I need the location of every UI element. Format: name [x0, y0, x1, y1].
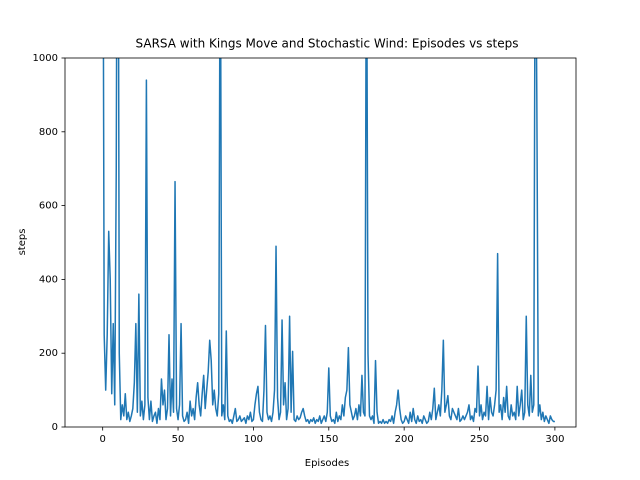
x-tick-label: 100	[244, 434, 263, 445]
plot-area	[102, 58, 555, 425]
x-tick-label: 200	[395, 434, 414, 445]
y-tick-label: 400	[39, 274, 58, 285]
x-tick-label: 300	[545, 434, 564, 445]
y-tick-label: 1000	[33, 53, 58, 64]
x-tick-label: 0	[99, 434, 105, 445]
y-tick-label: 800	[39, 127, 58, 138]
x-axis-label: Episodes	[305, 458, 349, 469]
x-tick-label: 250	[470, 434, 489, 445]
y-axis-label: steps	[17, 229, 28, 256]
y-tick-label: 600	[39, 201, 58, 212]
y-tick-label: 0	[52, 422, 58, 433]
data-line	[102, 58, 555, 425]
x-tick-label: 50	[172, 434, 185, 445]
x-tick-label: 150	[319, 434, 338, 445]
chart-title: SARSA with Kings Move and Stochastic Win…	[136, 37, 519, 51]
y-tick-label: 200	[39, 348, 58, 359]
axes-frame	[64, 57, 577, 428]
